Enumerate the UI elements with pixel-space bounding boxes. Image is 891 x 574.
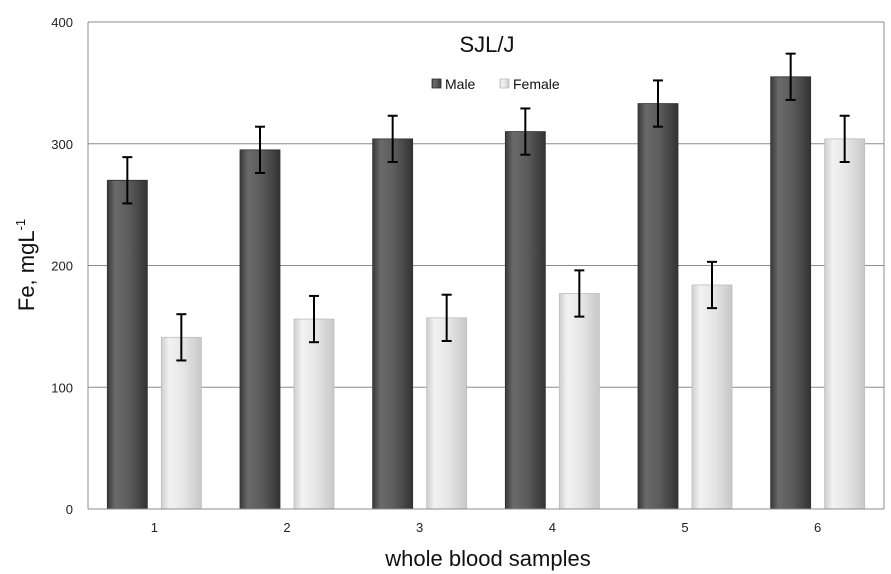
bar-female-1 (160, 336, 202, 510)
error-bar-male-3 (387, 114, 398, 164)
bar-female-5 (691, 284, 733, 510)
error-bar-male-1 (122, 156, 133, 205)
legend: Male Female (431, 76, 560, 92)
x-axis-ticks: 1 2 3 4 5 6 (88, 508, 884, 535)
y-tick-label: 400 (51, 15, 73, 30)
bar-male-5 (637, 103, 679, 510)
gridlines (87, 21, 885, 510)
x-tick-label: 5 (681, 520, 688, 535)
y-tick-label: 100 (51, 380, 73, 395)
y-axis-ticks: 0 100 200 300 400 (51, 15, 73, 517)
y-axis-label-sup: -1 (13, 219, 28, 231)
y-axis-label-main: Fe, mgL (14, 230, 39, 311)
legend-item-female: Female (499, 76, 560, 92)
bar-female-2 (293, 318, 335, 510)
x-axis-label: whole blood samples (384, 546, 590, 571)
error-bar-female-2 (309, 294, 319, 344)
legend-swatch (499, 78, 510, 89)
error-bars (122, 52, 850, 362)
x-tick-label: 6 (814, 520, 821, 535)
y-tick-label: 200 (51, 259, 73, 274)
bar-female-6 (824, 138, 866, 510)
bar-male-2 (239, 149, 281, 510)
bars (106, 76, 866, 510)
legend-label: Female (513, 76, 560, 92)
x-tick-label: 4 (549, 520, 556, 535)
bar-male-4 (504, 131, 546, 510)
bar-male-1 (106, 179, 148, 510)
error-bar-female-1 (176, 313, 187, 362)
y-tick-label: 0 (66, 502, 73, 517)
error-bar-male-2 (255, 125, 265, 174)
error-bar-male-4 (520, 107, 531, 156)
bar-female-3 (426, 317, 468, 510)
legend-swatch (431, 78, 442, 89)
chart-title: SJL/J (459, 32, 514, 57)
x-tick-label: 1 (151, 520, 158, 535)
error-bar-female-6 (839, 114, 850, 164)
error-bar-female-4 (574, 269, 585, 318)
x-tick-label: 2 (283, 520, 290, 535)
error-bar-female-5 (707, 260, 717, 310)
bar-male-3 (372, 138, 414, 510)
error-bar-female-3 (441, 293, 452, 342)
bar-male-6 (770, 76, 812, 510)
y-tick-label: 300 (51, 137, 73, 152)
y-axis-label: Fe, mgL-1 (13, 219, 39, 311)
error-bar-male-6 (785, 52, 796, 101)
error-bar-male-5 (653, 79, 663, 128)
legend-label: Male (445, 76, 476, 92)
x-tick-label: 3 (416, 520, 423, 535)
legend-item-male: Male (431, 76, 476, 92)
bar-female-4 (558, 293, 600, 510)
